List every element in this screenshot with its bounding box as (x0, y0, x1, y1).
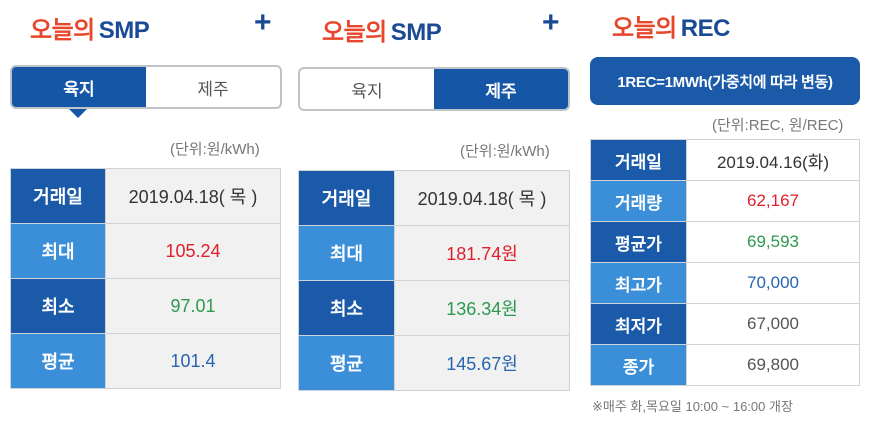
trade-date-label: 거래일 (590, 139, 687, 181)
trade-date-value: 2019.04.16(화) (686, 139, 860, 181)
smp-land-table: 거래일 2019.04.18( 목 ) 최대 105.24 최소 97.01 평… (10, 168, 281, 389)
smp-land-tabs: 육지 제주 (10, 65, 282, 109)
table-row: 평균가 69,593 (590, 221, 860, 263)
market-hours-note: ※매주 화,목요일 10:00 ~ 16:00 개장 (592, 399, 793, 414)
table-row: 최저가 67,000 (590, 303, 860, 345)
low-price-value: 67,000 (686, 303, 860, 345)
max-label: 최대 (10, 223, 106, 279)
avg-value: 145.67원 (394, 335, 570, 391)
high-price-value: 70,000 (686, 262, 860, 304)
avg-label: 평균 (10, 333, 106, 389)
smp-jeju-title: 오늘의 SMP (322, 19, 442, 46)
tab-jeju[interactable]: 제주 (434, 69, 568, 109)
max-value: 181.74원 (394, 225, 570, 281)
min-label: 최소 (298, 280, 395, 336)
trade-date-value: 2019.04.18( 목 ) (105, 168, 281, 224)
volume-label: 거래량 (590, 180, 687, 222)
trade-date-label: 거래일 (298, 170, 395, 226)
table-row: 거래일 2019.04.18( 목 ) (298, 170, 570, 226)
plus-icon: + (542, 6, 560, 39)
unit-label: (단위:원/kWh) (170, 141, 260, 158)
table-row: 거래일 2019.04.18( 목 ) (10, 168, 281, 224)
high-price-label: 최고가 (590, 262, 687, 304)
table-row: 최고가 70,000 (590, 262, 860, 304)
table-row: 평균 101.4 (10, 333, 281, 389)
min-value: 136.34원 (394, 280, 570, 336)
table-row: 최대 105.24 (10, 223, 281, 279)
smp-jeju-tabs: 육지 제주 (298, 67, 570, 111)
avg-label: 평균 (298, 335, 395, 391)
active-tab-pointer-icon (69, 109, 87, 118)
max-label: 최대 (298, 225, 395, 281)
table-row: 거래일 2019.04.16(화) (590, 139, 860, 181)
unit-label: (단위:원/kWh) (460, 143, 550, 160)
rec-definition-button[interactable]: 1REC=1MWh(가중치에 따라 변동) (590, 57, 860, 105)
table-row: 최소 136.34원 (298, 280, 570, 336)
min-label: 최소 (10, 278, 106, 334)
rec-title: 오늘의 REC (612, 15, 730, 42)
smp-land-title: 오늘의 SMP (30, 17, 150, 44)
avg-price-value: 69,593 (686, 221, 860, 263)
rec-table: 거래일 2019.04.16(화) 거래량 62,167 평균가 69,593 … (590, 139, 860, 386)
smp-jeju-table: 거래일 2019.04.18( 목 ) 최대 181.74원 최소 136.34… (298, 170, 570, 391)
avg-value: 101.4 (105, 333, 281, 389)
tab-land[interactable]: 육지 (12, 67, 146, 107)
avg-price-label: 평균가 (590, 221, 687, 263)
close-price-value: 69,800 (686, 344, 860, 386)
low-price-label: 최저가 (590, 303, 687, 345)
table-row: 종가 69,800 (590, 344, 860, 386)
table-row: 평균 145.67원 (298, 335, 570, 391)
trade-date-value: 2019.04.18( 목 ) (394, 170, 570, 226)
table-row: 최소 97.01 (10, 278, 281, 334)
plus-icon: + (254, 6, 272, 39)
close-price-label: 종가 (590, 344, 687, 386)
table-row: 거래량 62,167 (590, 180, 860, 222)
trade-date-label: 거래일 (10, 168, 106, 224)
table-row: 최대 181.74원 (298, 225, 570, 281)
tab-jeju[interactable]: 제주 (197, 79, 229, 99)
tab-land[interactable]: 육지 (351, 81, 383, 101)
volume-value: 62,167 (686, 180, 860, 222)
unit-label: (단위:REC, 원/REC) (712, 117, 844, 134)
max-value: 105.24 (105, 223, 281, 279)
min-value: 97.01 (105, 278, 281, 334)
